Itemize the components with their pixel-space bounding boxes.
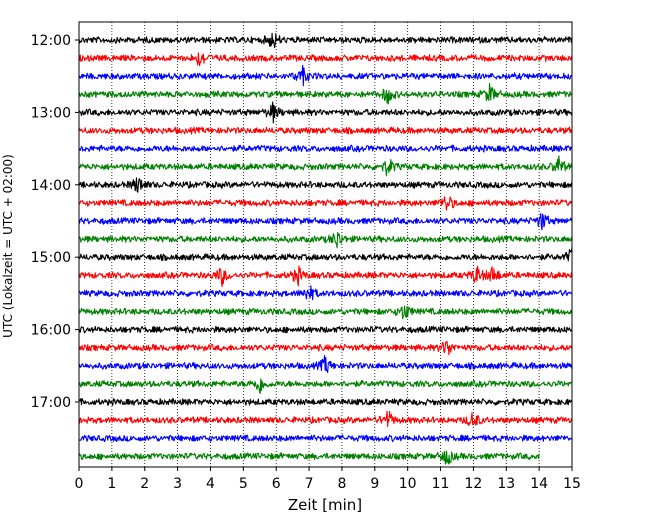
plot-frame <box>78 21 573 468</box>
x-tick-label: 2 <box>140 476 149 492</box>
x-tick-label: 11 <box>432 476 450 492</box>
seismogram-trace <box>78 246 573 262</box>
seismogram-trace <box>78 177 573 193</box>
y-axis-label: UTC (Lokalzeit = UTC + 02:00) <box>1 154 15 338</box>
seismogram-trace <box>78 265 573 288</box>
y-axis-ticks: 12:00 13:00 14:00 15:00 16:00 17:00 <box>31 33 79 411</box>
seismogram-trace <box>78 305 573 320</box>
seismogram-trace <box>78 144 573 153</box>
seismogram-trace <box>78 340 573 356</box>
seismogram-trace <box>78 325 573 334</box>
x-tick-label: 3 <box>173 476 182 492</box>
x-tick-label: 12 <box>464 476 482 492</box>
seismogram-trace <box>78 410 573 428</box>
seismogram-trace <box>78 378 573 394</box>
seismogram-trace <box>78 101 573 124</box>
seismogram-trace <box>78 232 573 249</box>
y-tick-label: 14:00 <box>31 178 71 194</box>
seismogram-trace <box>78 285 573 301</box>
seismogram-trace <box>78 450 540 465</box>
x-tick-label: 13 <box>497 476 515 492</box>
seismogram-traces <box>78 32 573 465</box>
x-tick-label: 8 <box>337 476 346 492</box>
seismogram-trace <box>78 64 573 87</box>
seismogram-trace <box>78 434 573 443</box>
x-tick-label: 9 <box>370 476 379 492</box>
seismogram-trace <box>78 196 573 211</box>
x-tick-label: 4 <box>206 476 215 492</box>
seismogram-trace <box>78 355 573 373</box>
seismogram-trace <box>78 126 573 135</box>
seismogram-trace <box>78 32 573 49</box>
y-tick-label: 13:00 <box>31 105 71 121</box>
x-tick-label: 15 <box>563 476 581 492</box>
y-tick-label: 15:00 <box>31 250 71 266</box>
seismogram-trace <box>78 213 573 231</box>
seismogram-trace <box>78 155 573 177</box>
seismogram-trace <box>78 82 573 105</box>
seismogram-trace <box>78 52 573 67</box>
x-tick-label: 6 <box>272 476 281 492</box>
y-tick-label: 17:00 <box>31 395 71 411</box>
x-axis-ticks: 0 1 2 3 4 5 6 7 8 9 10 11 12 13 14 15 <box>75 467 581 492</box>
x-tick-label: 10 <box>399 476 417 492</box>
grid-lines <box>111 22 540 467</box>
y-tick-label: 16:00 <box>31 323 71 339</box>
x-tick-label: 1 <box>107 476 116 492</box>
x-axis-label: Zeit [min] <box>288 496 362 514</box>
x-tick-label: 14 <box>530 476 548 492</box>
x-tick-label: 5 <box>239 476 248 492</box>
x-tick-label: 0 <box>75 476 84 492</box>
seismogram-trace <box>78 398 573 406</box>
y-tick-label: 12:00 <box>31 33 71 49</box>
x-tick-label: 7 <box>305 476 314 492</box>
